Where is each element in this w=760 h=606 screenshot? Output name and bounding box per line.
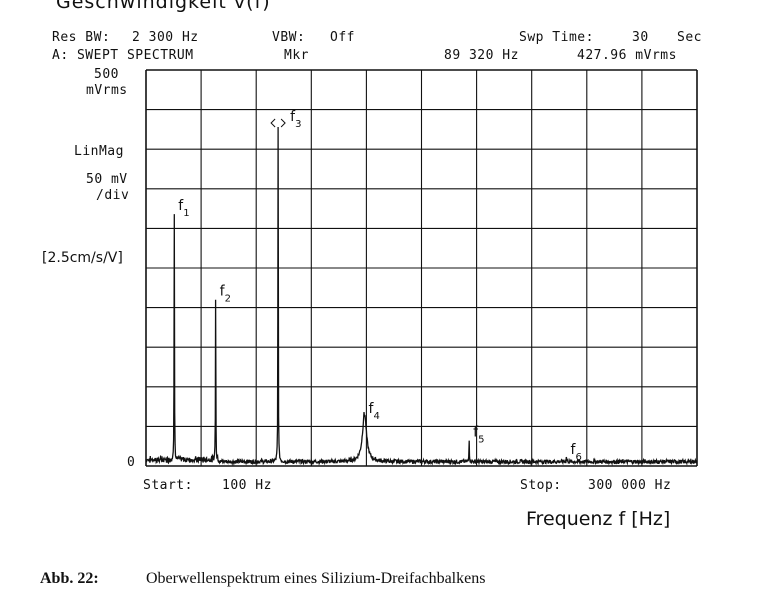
peak-index-f1: 1 (183, 208, 189, 219)
y-zero-label: 0 (127, 455, 136, 470)
y-top-value: 500 (94, 67, 119, 82)
peak-labels: f 1f 2f 3f 4f 5f 6 (178, 109, 582, 463)
y-per-div-unit: /div (96, 188, 130, 203)
figure-number: Abb. 22: (40, 570, 99, 587)
peak-index-f4: 4 (373, 411, 379, 422)
marker-label: Mkr (284, 48, 309, 63)
peak-index-f6: 6 (576, 452, 582, 463)
peak-name-f6: f (571, 442, 577, 458)
res-bw-label: Res BW: (52, 30, 111, 45)
trace-label: A: SWEPT SPECTRUM (52, 48, 194, 63)
chart-top-title: Geschwindigkeit v(f) (56, 0, 271, 13)
marker (270, 118, 286, 128)
peak-index-f3: 3 (295, 119, 301, 130)
x-stop-label: Stop: (520, 478, 562, 493)
peak-index-f5: 5 (478, 435, 484, 446)
peak-name-f1: f (178, 198, 184, 214)
x-start-label: Start: (143, 478, 193, 493)
vbw-value: Off (330, 30, 355, 45)
y-top-unit: mVrms (86, 83, 128, 98)
sweep-time-label: Swp Time: (519, 30, 594, 45)
peak-name-f5: f (473, 425, 479, 441)
spectrum-trace (145, 126, 698, 467)
peak-index-f2: 2 (225, 294, 231, 305)
figure-caption: Oberwellenspektrum eines Silizium-Dreifa… (146, 570, 486, 587)
marker-frequency: 89 320 Hz (444, 48, 519, 63)
peak-name-f3: f (290, 109, 296, 125)
res-bw-value: 2 300 Hz (132, 30, 199, 45)
y-per-div-value: 50 mV (86, 172, 128, 187)
plot-grid (145, 69, 698, 467)
peak-name-f4: f (368, 401, 374, 417)
x-axis-quantity-label: Frequenz f [Hz] (526, 508, 671, 530)
marker-amplitude: 427.96 mVrms (577, 48, 677, 63)
sweep-time-unit: Sec (677, 30, 702, 45)
y-scale-mode: LinMag (74, 144, 124, 159)
vbw-label: VBW: (272, 30, 306, 45)
marker-glyph (270, 118, 286, 128)
peak-name-f2: f (220, 284, 226, 300)
x-stop-value: 300 000 Hz (588, 478, 672, 493)
y-calibration-label: [2.5cm/s/V] (42, 250, 123, 266)
x-start-value: 100 Hz (222, 478, 272, 493)
sweep-time-value: 30 (632, 30, 649, 45)
